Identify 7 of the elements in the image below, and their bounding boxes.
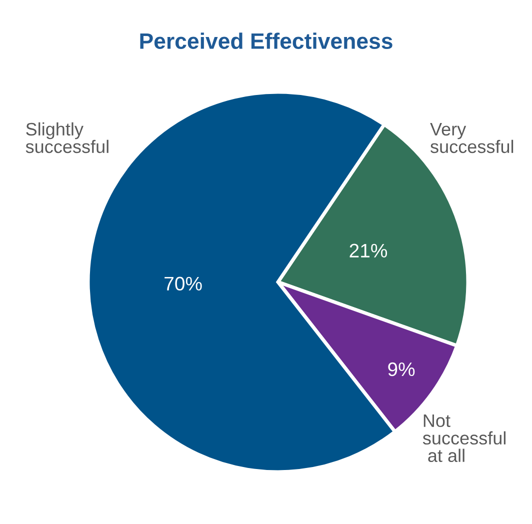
- slice-label: Slightly successful: [26, 122, 108, 154]
- data-label: 21%: [350, 244, 388, 258]
- slice-label: Not successful at all: [422, 414, 506, 462]
- slice-label: Very successful: [430, 123, 514, 154]
- chart-title: Perceived Effectiveness: [140, 32, 392, 49]
- data-label: 9%: [388, 362, 415, 376]
- data-label: 70%: [164, 276, 202, 291]
